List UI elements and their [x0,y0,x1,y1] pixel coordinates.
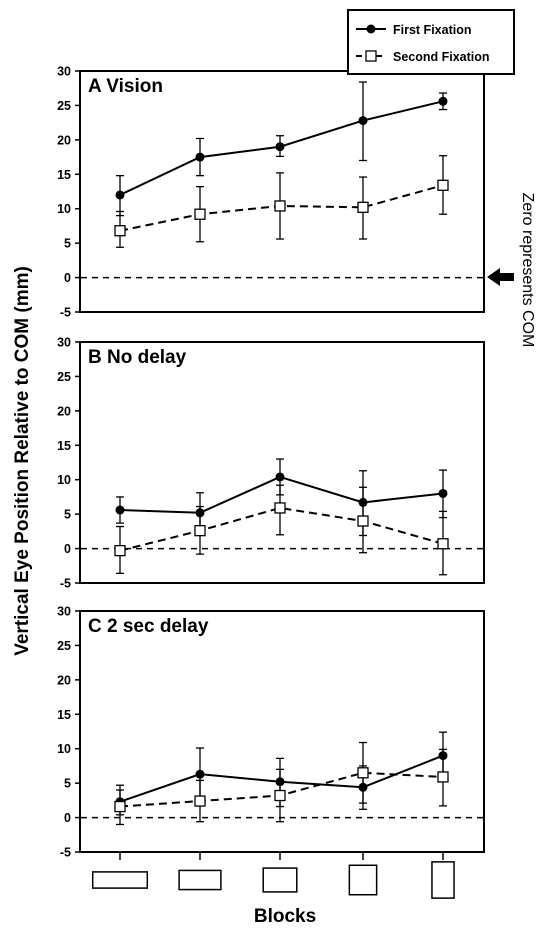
panel-a-y-tick-label: 20 [57,133,71,147]
panel-c-first-fixation-point [195,769,205,779]
panel-a-y-tick-label: 25 [57,99,71,113]
panel-c-y-tick-label: 10 [57,742,71,756]
panel-c-y-tick-label: 20 [57,673,71,687]
panel-a-second-fixation-point [194,208,206,220]
block-shape-5 [431,861,455,899]
panel-b-label: B No delay [88,347,187,368]
panel-c-second-fixation-point [114,800,126,813]
panel-c-second-fixation-point [357,767,369,779]
panel-c-y-tick-label: 30 [57,605,71,619]
y-axis-label: Vertical Eye Position Relative to COM (m… [12,266,33,656]
panel-c-y-tick-label: 25 [57,639,71,653]
block-shape-3 [262,867,298,893]
panel-a-first-fixation-point [438,96,448,106]
panel-b-y-tick-label: 5 [64,508,71,522]
arrow-left-icon [487,268,514,286]
panel-b-second-fixation-line [119,506,444,552]
panel-c-first-fixation-point [358,782,368,792]
panel-c-second-fixation-point [274,789,286,802]
panel-c-first-fixation-point [275,777,285,787]
legend-second-marker [365,50,377,62]
panel-a-second-fixation-point [437,179,449,191]
panel-a-y-tick-label: 10 [57,202,71,216]
panel-a-second-fixation-point [114,225,126,237]
panel-b-y-tick-label: 20 [57,404,71,418]
panel-a-y-tick-label: 0 [64,271,71,285]
panel-b-frame [79,341,485,584]
panel-a-first-fixation-point [115,190,125,200]
panel-b-second-fixation-point [437,538,449,550]
panel-a-y-tick-label: -5 [60,306,71,320]
panel-c-y-tick-label: 15 [57,708,71,722]
block-shape-4 [348,864,378,896]
legend-first-marker [366,24,376,34]
panel-a-label: A Vision [88,76,163,97]
annotation-zero-com: Zero represents COM [519,193,536,348]
panel-a-y-tick-label: 5 [64,237,71,251]
panel-b-y-tick-label: 0 [64,542,71,556]
panel-b-second-fixation-point [114,544,126,557]
panel-c-first-fixation-point [438,751,448,761]
block-shape-2 [178,869,222,891]
panel-b-second-fixation-point [357,515,369,527]
panel-a-first-fixation-point [358,116,368,126]
panel-c-frame [79,610,485,853]
panel-b-y-tick-label: 15 [57,439,71,453]
panel-b-first-fixation-point [115,505,125,515]
panel-b-first-fixation-point [195,508,205,518]
panel-a-y-tick-label: 30 [57,65,71,79]
panel-b-y-tick-label: -5 [60,577,71,591]
panel-a-first-fixation-point [275,142,285,152]
legend-second-label: Second Fixation [393,50,490,64]
panel-a-second-fixation-point [357,201,369,213]
panel-a-first-fixation-point [195,152,205,162]
panel-c-y-tick-label: 0 [64,811,71,825]
panel-b-y-tick-label: 30 [57,336,71,350]
panel-c-second-fixation-point [437,771,449,783]
panel-b-second-fixation-point [274,502,286,514]
panel-b-second-fixation-point [194,525,206,537]
legend-first-label: First Fixation [393,23,471,37]
legend-box [347,9,515,75]
panel-a-frame [79,70,485,313]
panel-a-second-fixation-point [274,200,286,212]
legend: First Fixation Second Fixation [347,9,515,75]
block-shape-1 [91,871,149,889]
panel-b-y-tick-label: 25 [57,370,71,384]
panel-c-second-fixation-point [194,795,206,807]
panel-c-y-tick-label: -5 [60,846,71,860]
panel-a-y-tick-label: 15 [57,168,71,182]
panel-b-first-fixation-point [275,472,285,482]
panel-b-first-fixation-point [358,497,368,507]
panel-b-first-fixation-point [438,488,448,498]
x-axis-label: Blocks [254,906,316,927]
panel-c-label: C 2 sec delay [88,616,209,637]
panel-c-y-tick-label: 5 [64,777,71,791]
panel-b-y-tick-label: 10 [57,473,71,487]
